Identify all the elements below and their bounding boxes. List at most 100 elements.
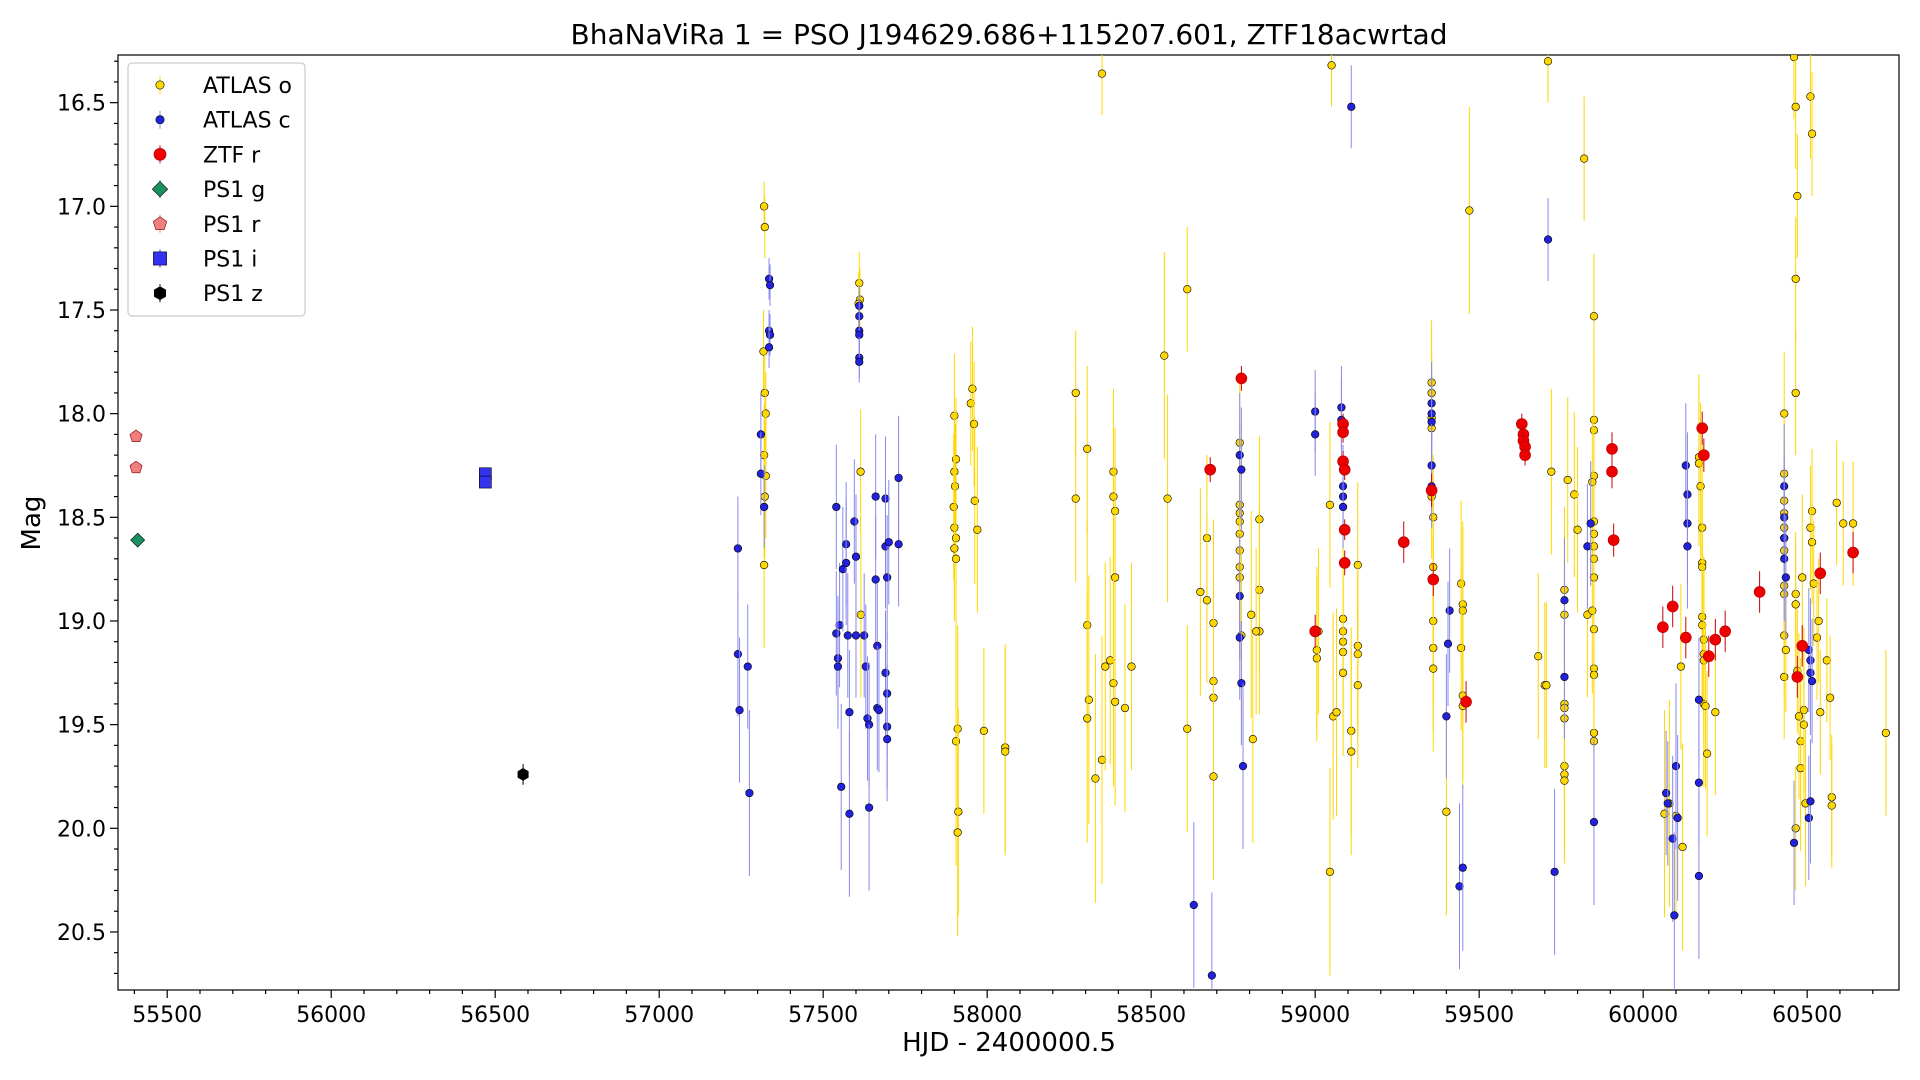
data-point xyxy=(1580,154,1589,163)
data-point xyxy=(1678,842,1687,852)
data-point xyxy=(1694,871,1704,881)
legend-marker xyxy=(151,180,169,198)
data-point xyxy=(760,451,769,460)
data-point xyxy=(845,708,854,717)
data-point xyxy=(1083,444,1092,454)
data-point xyxy=(1252,627,1261,636)
data-point xyxy=(1460,696,1472,708)
x-tick-label: 55500 xyxy=(132,1003,202,1028)
data-point xyxy=(856,467,865,476)
data-point xyxy=(1789,838,1799,847)
data-point xyxy=(1796,640,1809,652)
y-tick-label: 16.5 xyxy=(57,92,106,117)
data-point xyxy=(1109,492,1118,501)
data-point xyxy=(884,538,893,547)
data-point xyxy=(1109,679,1118,688)
plot-area xyxy=(117,54,1900,991)
data-point xyxy=(760,492,769,501)
x-tick-label: 58500 xyxy=(1116,1003,1186,1028)
y-tick-label: 18.0 xyxy=(57,403,106,428)
data-point xyxy=(881,668,890,677)
legend-box xyxy=(127,62,306,317)
data-point xyxy=(1703,749,1712,758)
data-point xyxy=(1163,494,1172,503)
data-point xyxy=(1607,534,1620,546)
x-tick-label: 56000 xyxy=(296,1003,366,1028)
data-point xyxy=(1804,813,1813,823)
series-ps1-g xyxy=(130,532,146,548)
data-point xyxy=(1189,900,1198,910)
data-point xyxy=(1826,693,1835,702)
data-point xyxy=(1570,490,1579,499)
data-point xyxy=(733,544,743,553)
data-point xyxy=(743,662,752,671)
data-point xyxy=(1806,92,1815,101)
data-point xyxy=(1110,697,1120,706)
data-point xyxy=(1183,285,1192,294)
data-point xyxy=(765,330,775,339)
data-point xyxy=(1681,461,1690,470)
data-point xyxy=(1425,484,1438,497)
data-point xyxy=(970,496,979,505)
plot-frame xyxy=(117,54,1900,991)
data-point xyxy=(765,281,775,290)
data-point xyxy=(1071,388,1080,398)
data-point xyxy=(1807,676,1817,686)
data-point xyxy=(1110,573,1120,582)
data-point xyxy=(951,554,961,563)
data-point xyxy=(1694,459,1704,468)
x-tick-label: 57500 xyxy=(788,1003,858,1028)
data-point xyxy=(1543,235,1553,244)
data-point xyxy=(1325,867,1335,876)
data-point xyxy=(1338,463,1351,476)
data-point xyxy=(1204,463,1217,476)
data-point xyxy=(1589,312,1599,321)
y-tick-label: 17.5 xyxy=(57,299,106,324)
data-point xyxy=(1791,388,1800,398)
data-point xyxy=(1839,519,1848,528)
data-point xyxy=(1791,102,1800,111)
data-point xyxy=(1701,701,1710,711)
y-tick-label: 18.5 xyxy=(57,506,106,531)
data-point xyxy=(1101,662,1110,671)
data-point xyxy=(1443,639,1453,648)
data-point xyxy=(973,525,982,534)
data-point xyxy=(517,768,529,781)
data-point xyxy=(1606,443,1618,455)
data-point xyxy=(1822,656,1831,665)
data-point xyxy=(1711,708,1720,717)
data-point xyxy=(760,560,769,570)
data-point xyxy=(1806,797,1815,806)
data-point xyxy=(1429,664,1438,673)
data-point xyxy=(1397,536,1410,548)
data-point xyxy=(1812,633,1822,642)
x-axis: 55500 56000 56500 57000 57500 58000 58500 59000… xyxy=(132,990,1874,1028)
data-point xyxy=(1248,735,1257,744)
data-point xyxy=(1091,774,1100,783)
data-point xyxy=(1202,596,1212,605)
data-point xyxy=(1325,500,1335,509)
data-point xyxy=(1083,714,1092,723)
legend-marker xyxy=(154,286,166,301)
data-point xyxy=(1563,475,1572,485)
legend-marker xyxy=(153,251,167,266)
data-point xyxy=(865,803,874,812)
y-tick-label: 19.5 xyxy=(57,714,106,739)
data-point xyxy=(1814,567,1827,580)
legend-label: ZTF r xyxy=(203,143,261,168)
data-point xyxy=(1445,606,1454,615)
data-point xyxy=(1696,422,1709,434)
data-point xyxy=(1702,650,1715,663)
series-layer xyxy=(129,55,1890,990)
data-point xyxy=(759,347,768,356)
data-point xyxy=(1709,633,1722,646)
data-point xyxy=(733,650,743,659)
data-point xyxy=(1780,554,1789,563)
data-point xyxy=(969,419,979,429)
data-point xyxy=(979,726,989,735)
x-axis-label: HJD - 2400000.5 xyxy=(902,1028,1116,1058)
x-tick-label: 60000 xyxy=(1608,1003,1678,1028)
x-tick-label: 59000 xyxy=(1280,1003,1350,1028)
data-point xyxy=(1237,679,1246,688)
data-point xyxy=(1235,633,1244,642)
